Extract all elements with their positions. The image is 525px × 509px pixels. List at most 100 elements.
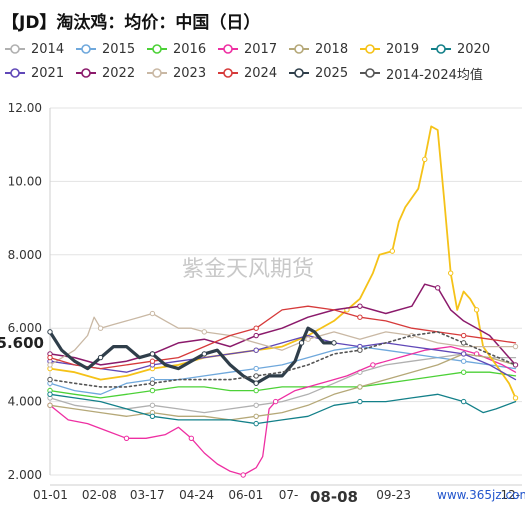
- legend-swatch-icon: [431, 44, 451, 54]
- legend-label: 2021: [31, 65, 65, 81]
- legend-item[interactable]: 2024: [217, 64, 277, 82]
- legend-item[interactable]: 2020: [430, 40, 490, 58]
- data-point: [357, 314, 363, 320]
- data-point: [47, 354, 53, 361]
- legend-label: 2022: [102, 65, 136, 81]
- data-point: [253, 325, 259, 331]
- x-tick-label: 01-01: [33, 488, 68, 502]
- data-point: [149, 351, 156, 357]
- legend-item[interactable]: 2016: [146, 40, 206, 58]
- data-point: [460, 332, 467, 339]
- watermark: 紫金天风期货: [182, 257, 314, 282]
- data-point: [447, 270, 454, 276]
- data-point: [357, 384, 363, 390]
- chart-title: 【JD】淘汰鸡：均价：中国（日）: [2, 13, 261, 33]
- legend-item[interactable]: 2025: [288, 64, 348, 82]
- legend-label: 2023: [173, 65, 207, 81]
- legend-swatch-icon: [147, 68, 167, 78]
- data-point: [357, 303, 363, 309]
- series-line-2014-2024均值: [49, 331, 517, 388]
- legend-label: 2014-2024均值: [386, 67, 483, 83]
- data-point: [331, 340, 337, 346]
- data-point: [253, 347, 259, 353]
- data-point: [298, 340, 305, 346]
- legend-swatch-icon: [5, 68, 25, 78]
- legend-label: 2019: [386, 41, 420, 57]
- data-point: [253, 387, 259, 394]
- series-line-2017: [49, 345, 517, 476]
- data-point: [47, 376, 53, 383]
- data-point: [460, 398, 467, 405]
- legend-item[interactable]: 2022: [75, 64, 135, 82]
- legend-label: 2025: [315, 65, 349, 81]
- data-point: [272, 398, 279, 405]
- x-tick-label: 09-23: [376, 488, 411, 502]
- legend-item[interactable]: 2019: [359, 40, 419, 58]
- data-point: [460, 369, 467, 375]
- legend-label: 2024: [244, 65, 278, 81]
- legend-item[interactable]: 2018: [288, 40, 348, 58]
- data-point: [357, 347, 363, 353]
- series-line-2023: [49, 312, 517, 366]
- data-point: [47, 329, 53, 335]
- site-label: www.365jz.com: [437, 488, 525, 502]
- current-value-label: 5.600: [0, 334, 44, 352]
- legend-swatch-icon: [218, 44, 238, 54]
- y-axis: 2.000 4.000 6.000 8.000 10.00 12.00 5.600: [0, 101, 51, 482]
- legend-swatch-icon: [289, 68, 309, 78]
- legend-swatch-icon: [218, 68, 238, 78]
- data-point: [512, 362, 519, 368]
- x-tick-label: 07-: [279, 488, 299, 502]
- data-point: [422, 156, 428, 163]
- data-point: [240, 472, 246, 478]
- y-tick-label: 10.00: [8, 174, 42, 188]
- data-point: [389, 248, 396, 254]
- legend-label: 2014: [31, 41, 65, 57]
- y-tick-label: 6.000: [8, 321, 42, 335]
- data-point: [253, 380, 259, 386]
- series-line-2015: [49, 345, 517, 395]
- data-point: [370, 362, 376, 368]
- data-point: [47, 362, 53, 368]
- legend-swatch-icon: [289, 44, 309, 54]
- x-tick-label: 04-24: [179, 488, 214, 502]
- legend-label: 2015: [102, 41, 136, 57]
- data-point: [357, 398, 363, 405]
- legend-item[interactable]: 2014-2024均值: [359, 64, 483, 83]
- data-point: [47, 402, 53, 408]
- x-tick-label: 03-17: [130, 488, 165, 502]
- data-point: [97, 325, 104, 331]
- data-point: [123, 435, 130, 441]
- data-point: [149, 358, 156, 364]
- legend-item[interactable]: 2015: [75, 40, 135, 58]
- legend-label: 2020: [457, 41, 491, 57]
- data-point: [201, 329, 208, 335]
- data-point: [512, 395, 519, 401]
- legend-item[interactable]: 2021: [4, 64, 64, 82]
- y-tick-label: 12.00: [8, 101, 42, 115]
- x-tick-label: 06-01: [228, 488, 263, 502]
- data-point: [253, 402, 259, 408]
- y-tick-label: 8.000: [8, 248, 42, 262]
- series-line-2016: [49, 371, 517, 399]
- legend-swatch-icon: [5, 44, 25, 54]
- x-tick-label: 02-08: [82, 488, 117, 502]
- legend-item[interactable]: 2017: [217, 40, 277, 58]
- legend-label: 2018: [315, 41, 349, 57]
- data-point: [460, 340, 467, 346]
- data-point: [149, 413, 156, 419]
- legend-item[interactable]: 2023: [146, 64, 206, 82]
- y-tick-label: 2.000: [8, 468, 42, 482]
- x-tick-label: 08-08: [310, 488, 358, 506]
- data-point: [473, 307, 480, 313]
- data-point: [460, 351, 467, 357]
- series-line-2025: [48, 326, 336, 385]
- y-tick-label: 4.000: [8, 395, 42, 409]
- series-lines: [47, 125, 519, 478]
- series-line-2020: [49, 393, 517, 425]
- data-point: [253, 332, 259, 339]
- legend-item[interactable]: 2014: [4, 40, 64, 58]
- legend-label: 2016: [173, 41, 207, 57]
- data-point: [253, 420, 259, 427]
